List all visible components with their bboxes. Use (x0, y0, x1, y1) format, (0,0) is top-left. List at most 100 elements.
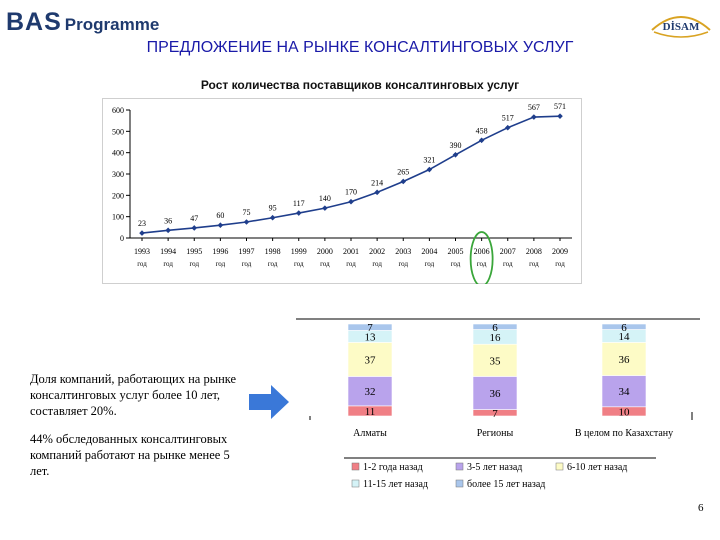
y-tick-label: 400 (112, 149, 124, 158)
data-label: 571 (554, 102, 566, 111)
x-tick-suffix: год (425, 260, 435, 268)
data-point (165, 227, 171, 234)
note-short-tenure: 44% обследованных консалтинговых компани… (30, 432, 230, 478)
x-tick-suffix: год (555, 260, 565, 268)
data-label: 36 (164, 216, 172, 225)
x-tick-suffix: год (503, 260, 513, 268)
x-tick-label: 2001 (343, 247, 359, 256)
data-point (243, 219, 250, 225)
x-tick-label: 2007 (500, 247, 516, 256)
x-tick-label: 2005 (448, 247, 464, 256)
data-label: 517 (502, 114, 514, 123)
data-label: 95 (269, 204, 277, 213)
line-chart-title: Рост количества поставщиков консалтингов… (200, 78, 520, 92)
x-tick-label: 2003 (395, 247, 411, 256)
legend-entry: более 15 лет назад (467, 479, 545, 490)
bar-segment (472, 323, 518, 330)
x-tick-label: 2000 (317, 247, 333, 256)
data-label: 117 (293, 199, 305, 208)
x-tick-suffix: год (477, 260, 487, 268)
legend-swatch (555, 462, 564, 471)
x-tick-suffix: год (320, 260, 330, 268)
bar-segment-label: 6 (621, 322, 627, 334)
x-tick-suffix: год (189, 260, 199, 268)
bar-segment (347, 342, 393, 377)
disam-logo: DİSAM (651, 16, 711, 38)
note-long-tenure: Доля компаний, работающих на рынке конса… (30, 372, 237, 418)
bar-segment-label: 7 (492, 408, 498, 420)
bar-segment-label: 10 (619, 406, 631, 418)
legend-entry: 6-10 лет назад (567, 462, 627, 473)
bar-segment-label: 11 (365, 406, 376, 418)
y-tick-label: 600 (112, 106, 124, 115)
x-tick-label: 1999 (291, 247, 307, 256)
bar-segment-label: 14 (619, 331, 631, 343)
bar-segment (347, 376, 393, 407)
bar-segment (472, 376, 518, 410)
stacked-bar-chart: 113237137Алматы73635166Регионы103436146В… (296, 318, 700, 439)
legend-swatch (455, 462, 464, 471)
bar-segment-label: 36 (619, 354, 631, 366)
y-tick-label: 500 (112, 127, 124, 136)
bar-segment-label: 36 (490, 388, 502, 400)
data-label: 390 (450, 141, 462, 150)
x-tick-suffix: год (398, 260, 408, 268)
data-point (269, 214, 276, 221)
data-point (504, 124, 511, 131)
data-label: 567 (528, 103, 540, 112)
legend-swatch (455, 479, 464, 488)
bar-segment (472, 343, 518, 377)
x-tick-suffix: год (163, 260, 173, 268)
bar-segment-label: 7 (367, 322, 373, 334)
bar-segment-label: 34 (619, 386, 631, 398)
legend-entry: 1-2 года назад (363, 462, 423, 473)
data-label: 321 (423, 156, 435, 165)
category-label: В целом по Казахстану (575, 428, 673, 439)
x-tick-label: 2009 (552, 247, 568, 256)
data-point (478, 137, 485, 144)
bar-segment-label: 37 (365, 354, 377, 366)
right-arrow-icon (249, 385, 289, 419)
x-tick-label: 1997 (239, 247, 255, 256)
x-tick-suffix: год (294, 260, 304, 268)
logo-main-text: BAS (6, 8, 62, 36)
x-tick-suffix: год (529, 260, 539, 268)
bar-segment (347, 323, 393, 331)
bar-segment (601, 375, 647, 408)
x-tick-label: 2008 (526, 247, 542, 256)
bar-segment-label: 13 (365, 331, 377, 343)
data-point (217, 222, 224, 228)
legend-swatch (351, 462, 360, 471)
page-number: 6 (698, 502, 704, 514)
y-tick-label: 0 (120, 234, 124, 243)
data-label: 47 (190, 214, 198, 223)
x-tick-suffix: год (268, 260, 278, 268)
x-tick-label: 1996 (212, 247, 228, 256)
data-label: 265 (397, 167, 409, 176)
data-label: 458 (476, 126, 488, 135)
x-tick-suffix: год (137, 260, 147, 268)
bar-segment-label: 6 (492, 322, 498, 334)
data-point (191, 225, 198, 231)
x-tick-suffix: год (346, 260, 356, 268)
x-tick-label: 2002 (369, 247, 385, 256)
x-tick-label: 1994 (160, 247, 176, 256)
bar-chart-legend: 1-2 года назад 3-5 лет назад 6-10 лет наза… (344, 457, 656, 490)
data-point (322, 205, 328, 211)
bar-segment-label: 35 (490, 355, 502, 367)
y-tick-label: 200 (112, 191, 124, 200)
line-chart: 0 100 200 300 400 500 600 1993 год 1994 год 1995 год… (102, 98, 582, 284)
x-tick-label: 1993 (134, 247, 150, 256)
legend-entry: 3-5 лет назад (467, 462, 522, 473)
bar-segment-label: 16 (490, 332, 502, 344)
data-point (400, 178, 407, 185)
plot-frame (102, 98, 582, 284)
logo-sub-text: Programme (64, 15, 160, 34)
data-label: 75 (243, 208, 251, 217)
x-tick-label: 1998 (265, 247, 281, 256)
category-label: Алматы (353, 428, 387, 439)
data-label: 214 (371, 178, 383, 187)
legend-swatch (351, 479, 360, 488)
category-label: Регионы (477, 428, 514, 439)
data-point (139, 230, 145, 236)
